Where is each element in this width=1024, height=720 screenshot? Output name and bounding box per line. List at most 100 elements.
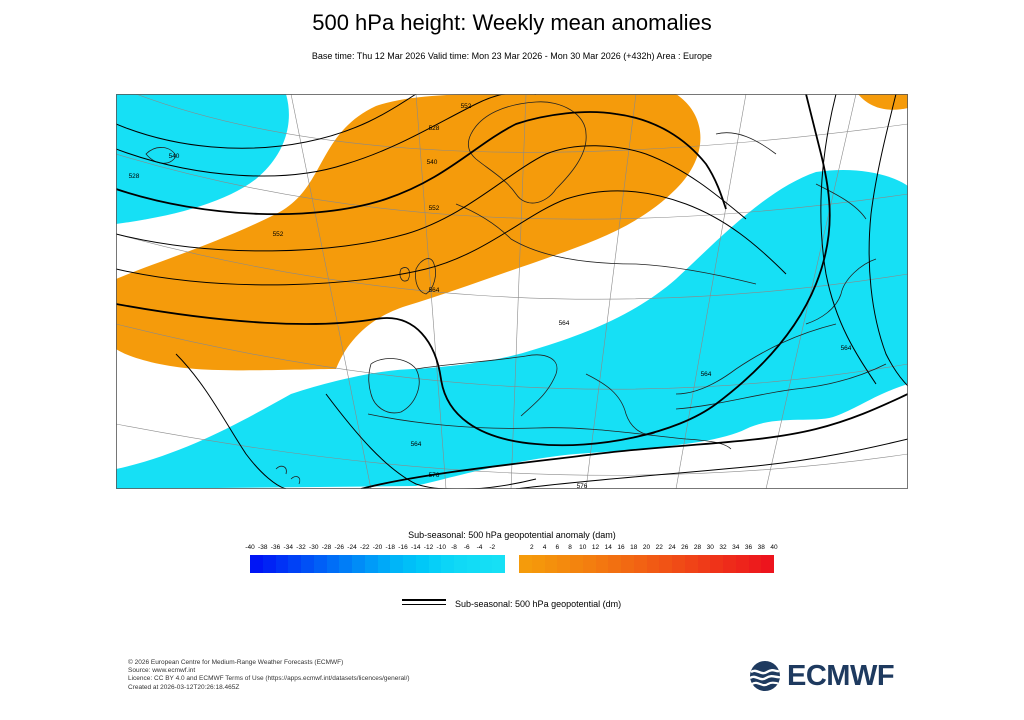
positive-anomaly-swatch [633, 555, 647, 573]
positive-anomaly-swatch [608, 555, 621, 573]
positive-anomaly-swatch [748, 555, 762, 573]
negative-anomaly-swatch [301, 555, 314, 573]
positive-anomaly-atlantic-europe [116, 94, 701, 371]
colorbar-tick-label: 32 [719, 544, 727, 551]
colorbar-tick-label: -22 [360, 544, 370, 551]
positive-anomaly-swatch [557, 555, 570, 573]
contour-label: 564 [429, 287, 440, 294]
colorbar-tick-label: -2 [489, 544, 496, 551]
negative-anomaly-swatch [492, 555, 505, 573]
contour-label: 564 [841, 345, 852, 352]
positive-anomaly-swatch [684, 555, 698, 573]
negative-anomaly-swatch [326, 555, 340, 573]
contour-label: 552 [273, 231, 284, 238]
negative-anomaly-swatch [339, 555, 352, 573]
colorbar-tick-label: 18 [630, 544, 638, 551]
colorbar-tick-label: 36 [744, 544, 753, 551]
contour-labels: 528 540 552 540 552 528 552 564 564 564 … [129, 103, 852, 489]
colorbar-positive [519, 555, 774, 573]
negative-anomaly-swatch [364, 555, 378, 573]
colorbar-tick-labels: -40 -38 -36 -34 -32 -30 -28 -26 -24 -22 -20 -18 -16-… [242, 544, 782, 554]
chart-subtitle: Base time: Thu 12 Mar 2026 Valid time: M… [311, 51, 713, 61]
contour-label: 552 [461, 103, 472, 110]
ecmwf-logo-icon [749, 661, 781, 691]
positive-anomaly-swatch [570, 555, 583, 573]
geopotential-contours [116, 94, 908, 489]
positive-anomaly-swatch [735, 555, 749, 573]
contour-label: 540 [427, 159, 438, 166]
negative-anomaly-swatch [454, 555, 467, 573]
colorbar-tick-label: 14 [604, 544, 612, 551]
negative-anomaly-swatch [275, 555, 289, 573]
colorbar-tick-label: 6 [555, 544, 560, 551]
negative-anomaly-swatch [250, 555, 263, 573]
colorbar-tick-label: -4 [476, 544, 483, 551]
colorbar-tick-label: -40 [245, 544, 255, 551]
colorbar-tick-label: -36 [270, 544, 281, 551]
colorbar-tick-label: 2 [529, 544, 534, 551]
colorbar-tick-label: -12 [423, 544, 434, 551]
anomaly-map: 528 540 552 540 552 528 552 564 564 564 … [116, 94, 908, 489]
colorbar-tick-label: 40 [770, 544, 778, 551]
negative-anomaly-swatch [403, 555, 416, 573]
contour-label: 528 [429, 125, 440, 132]
colorbar-tick-label: -8 [451, 544, 457, 551]
negative-anomaly-swatch [428, 555, 442, 573]
colorbar-tick-label: -10 [436, 544, 446, 551]
colorbar-tick-label: -28 [321, 544, 332, 551]
colorbar-tick-label: 26 [681, 544, 689, 551]
negative-anomaly-northwest [116, 94, 289, 224]
ecmwf-logo: ECMWF [748, 659, 895, 692]
negative-anomaly-swatch [441, 555, 454, 573]
colorbar-tick-label: -32 [296, 544, 306, 551]
colorbar-negative [250, 555, 505, 573]
colorbar-tick-label: 12 [591, 544, 600, 551]
contour-label: 576 [577, 483, 588, 489]
credit-created: Created at 2026-03-12T20:26:18.465Z [128, 683, 240, 691]
negative-anomaly-swatch [262, 555, 276, 573]
colorbar-tick-label: -30 [309, 544, 319, 551]
contour-label: 564 [559, 320, 570, 327]
colorbar-tick-label: 10 [579, 544, 587, 551]
contour-legend-label: Sub-seasonal: 500 hPa geopotential (dm) [455, 599, 622, 609]
negative-anomaly-swatch [288, 555, 301, 573]
positive-anomaly-swatch [519, 555, 532, 573]
credit-licence: Licence: CC BY 4.0 and ECMWF Terms of Us… [128, 675, 410, 683]
colorbar-tick-label: 8 [568, 544, 572, 551]
positive-anomaly-swatch [710, 555, 723, 573]
colorbar-tick-label: -14 [411, 544, 421, 551]
colorbar-tick-label: 30 [706, 544, 714, 551]
positive-anomaly-swatch [672, 555, 685, 573]
colorbar-tick-label: 38 [757, 544, 765, 551]
credit-source: Source: www.ecmwf.int [128, 667, 196, 675]
map-canvas: 528 540 552 540 552 528 552 564 564 564 … [116, 94, 908, 489]
contour-label: 552 [429, 205, 440, 212]
colorbar-tick-label: 28 [693, 544, 702, 551]
colorbar-tick-label: -18 [385, 544, 395, 551]
colorbar-title: Sub-seasonal: 500 hPa geopotential anoma… [408, 530, 616, 540]
ecmwf-logo-text: ECMWF [787, 659, 895, 692]
colorbar-tick-label: -34 [283, 544, 293, 551]
positive-anomaly-swatch [646, 555, 660, 573]
colorbar-tick-label: -16 [398, 544, 408, 551]
positive-anomaly-swatch [761, 555, 774, 573]
contour-label: 540 [169, 153, 180, 160]
negative-anomaly-swatch [390, 555, 403, 573]
negative-anomaly-swatch [377, 555, 391, 573]
negative-anomaly-swatch [313, 555, 327, 573]
colorbar-tick-label: -38 [258, 544, 268, 551]
credits: © 2026 European Centre for Medium-Range … [128, 659, 410, 692]
negative-anomaly-swatch [352, 555, 365, 573]
positive-anomaly-swatch [544, 555, 558, 573]
contour-label: 564 [411, 441, 422, 448]
positive-anomaly-swatch [531, 555, 545, 573]
credit-copyright: © 2026 European Centre for Medium-Range … [128, 659, 344, 666]
colorbar-tick-label: 4 [542, 544, 547, 551]
colorbar-tick-label: -24 [347, 544, 357, 551]
colorbar-tick-label: 34 [732, 544, 740, 551]
positive-anomaly-swatch [582, 555, 596, 573]
positive-anomaly-swatch [595, 555, 609, 573]
graticule [116, 94, 908, 489]
colorbar-tick-label: 24 [668, 544, 676, 551]
contour-legend-line [402, 599, 446, 607]
